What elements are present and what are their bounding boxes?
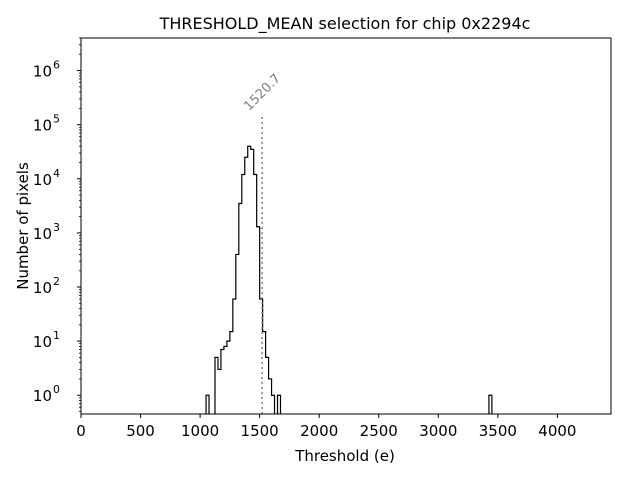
x-tick-label: 0 bbox=[76, 422, 86, 440]
x-tick-label: 1500 bbox=[241, 422, 279, 440]
x-tick-label: 3500 bbox=[479, 422, 517, 440]
x-tick-label: 2500 bbox=[360, 422, 398, 440]
y-tick-base: 10 bbox=[33, 117, 52, 135]
x-tick-label: 1000 bbox=[181, 422, 219, 440]
y-tick-label: 10 bbox=[33, 279, 52, 297]
y-tick-exponent: 2 bbox=[53, 275, 60, 288]
y-tick-exponent: 6 bbox=[53, 59, 60, 72]
x-tick-label: 4000 bbox=[538, 422, 576, 440]
y-tick-base: 10 bbox=[33, 387, 52, 405]
y-tick-exponent: 3 bbox=[53, 221, 60, 234]
y-tick-exponent: 4 bbox=[53, 167, 60, 180]
y-tick-label: 10 bbox=[33, 333, 52, 351]
y-tick-base: 10 bbox=[33, 63, 52, 81]
chart-title: THRESHOLD_MEAN selection for chip 0x2294… bbox=[159, 14, 531, 34]
y-tick-base: 10 bbox=[33, 171, 52, 189]
x-axis-label: Threshold (e) bbox=[294, 447, 395, 465]
y-tick-base: 10 bbox=[33, 279, 52, 297]
histogram-outline bbox=[205, 145, 493, 414]
y-tick-label: 10 bbox=[33, 387, 52, 405]
y-tick-exponent: 0 bbox=[53, 383, 60, 396]
y-tick-label: 10 bbox=[33, 117, 52, 135]
y-tick-label: 10 bbox=[33, 225, 52, 243]
y-tick-exponent: 5 bbox=[53, 113, 60, 126]
y-tick-base: 10 bbox=[33, 333, 52, 351]
y-tick-label: 10 bbox=[33, 171, 52, 189]
x-tick-label: 500 bbox=[126, 422, 155, 440]
y-tick-base: 10 bbox=[33, 225, 52, 243]
x-tick-label: 2000 bbox=[300, 422, 338, 440]
y-tick-label: 10 bbox=[33, 63, 52, 81]
y-tick-exponent: 1 bbox=[53, 329, 60, 342]
histogram-bars bbox=[205, 145, 493, 414]
plot-area-frame bbox=[80, 37, 612, 415]
x-tick-label: 3000 bbox=[419, 422, 457, 440]
y-axis-label: Number of pixels bbox=[14, 162, 32, 290]
